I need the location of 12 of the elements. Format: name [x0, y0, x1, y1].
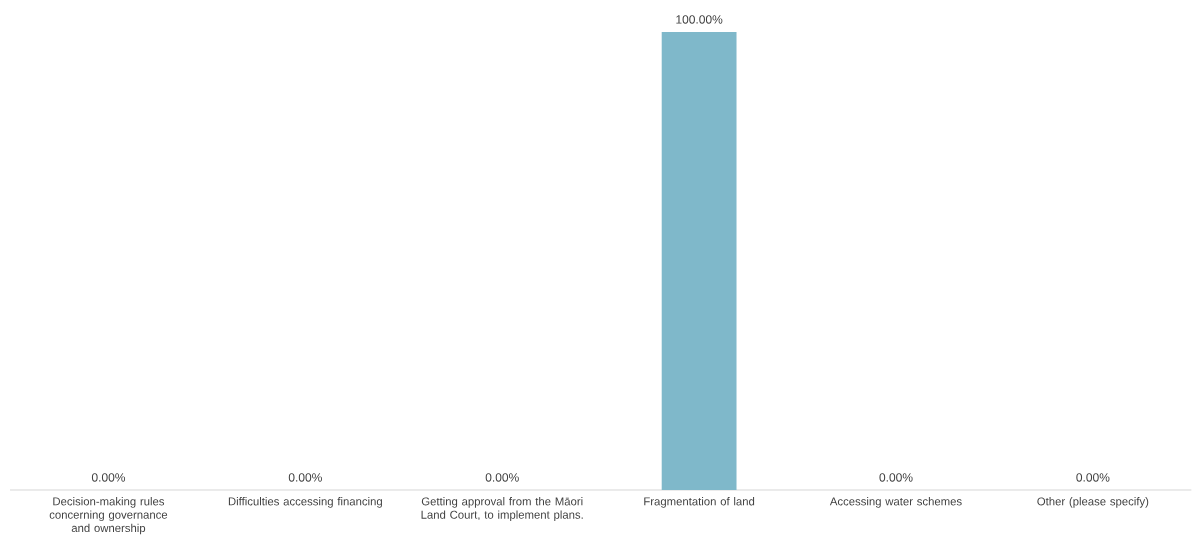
data-label: 100.00%: [676, 15, 723, 24]
x-tick-label: Fragmentation of land: [644, 497, 755, 508]
x-tick-label: Getting approval from the Māori Land Court, to implement plans.: [421, 497, 583, 521]
x-tick-label: Decision-making rules concerning governance and ownership: [49, 497, 168, 535]
data-label: 0.00%: [288, 473, 322, 482]
data-label: 0.00%: [485, 473, 519, 482]
x-tick-label: Difficulties accessing financing: [228, 497, 382, 508]
data-label: 0.00%: [879, 473, 913, 482]
data-label: 0.00%: [91, 473, 126, 482]
data-label: 0.00%: [1076, 473, 1110, 482]
x-tick-label: Other (please specify): [1037, 497, 1149, 508]
x-tick-label: Accessing water schemes: [829, 497, 962, 508]
